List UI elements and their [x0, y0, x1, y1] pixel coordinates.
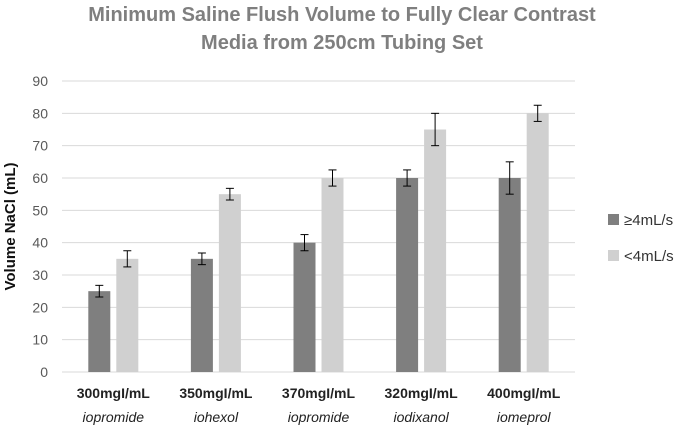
y-tick-label: 90 [32, 73, 48, 89]
x-tick-label: 400mgI/mL [487, 385, 561, 401]
x-axis-labels: 300mgI/mL iopromide 350mgI/mL iohexol 370mgI… [77, 385, 561, 425]
error-bars [95, 104, 542, 298]
legend-label: ≥4mL/s [624, 212, 673, 229]
y-tick-label: 80 [32, 105, 48, 121]
bar [293, 242, 316, 372]
y-tick-label: 10 [32, 332, 48, 348]
chart-title-line: Media from 250cm Tubing Set [201, 32, 483, 54]
x-tick-sublabel: iodixanol [393, 409, 449, 425]
bar [396, 178, 419, 372]
x-tick-sublabel: iopromide [83, 409, 145, 425]
bar [218, 194, 241, 372]
bar [116, 258, 139, 372]
y-axis-title-group: Volume NaCl (mL) [2, 162, 19, 290]
y-tick-label: 60 [32, 170, 48, 186]
x-tick-label: 320mgI/mL [385, 385, 459, 401]
y-axis-ticks: 0 10 20 30 40 50 60 70 80 90 [32, 73, 48, 380]
y-tick-label: 40 [32, 235, 48, 251]
bar [498, 178, 521, 372]
legend-swatch [608, 214, 619, 225]
bar [88, 291, 111, 372]
x-tick-sublabel: iomeprol [497, 409, 552, 425]
bar [526, 113, 549, 372]
gridlines [62, 80, 575, 373]
legend: ≥4mL/s <4mL/s [608, 212, 674, 265]
x-tick-sublabel: iohexol [194, 409, 239, 425]
bar [190, 258, 213, 372]
y-axis-title: Volume NaCl (mL) [2, 162, 19, 290]
x-tick-label: 300mgI/mL [77, 385, 151, 401]
chart-title: Minimum Saline Flush Volume to Fully Cle… [88, 4, 596, 54]
y-tick-label: 70 [32, 138, 48, 154]
chart-title-line: Minimum Saline Flush Volume to Fully Cle… [88, 4, 596, 26]
x-tick-label: 350mgI/mL [179, 385, 253, 401]
bar [424, 129, 447, 372]
y-tick-label: 20 [32, 299, 48, 315]
y-tick-label: 50 [32, 202, 48, 218]
legend-swatch [608, 250, 619, 261]
x-tick-label: 370mgI/mL [282, 385, 356, 401]
y-tick-label: 30 [32, 267, 48, 283]
y-tick-label: 0 [40, 364, 48, 380]
bar [321, 178, 344, 372]
bars [88, 113, 549, 372]
x-tick-sublabel: iopromide [288, 409, 350, 425]
legend-label: <4mL/s [624, 248, 674, 265]
